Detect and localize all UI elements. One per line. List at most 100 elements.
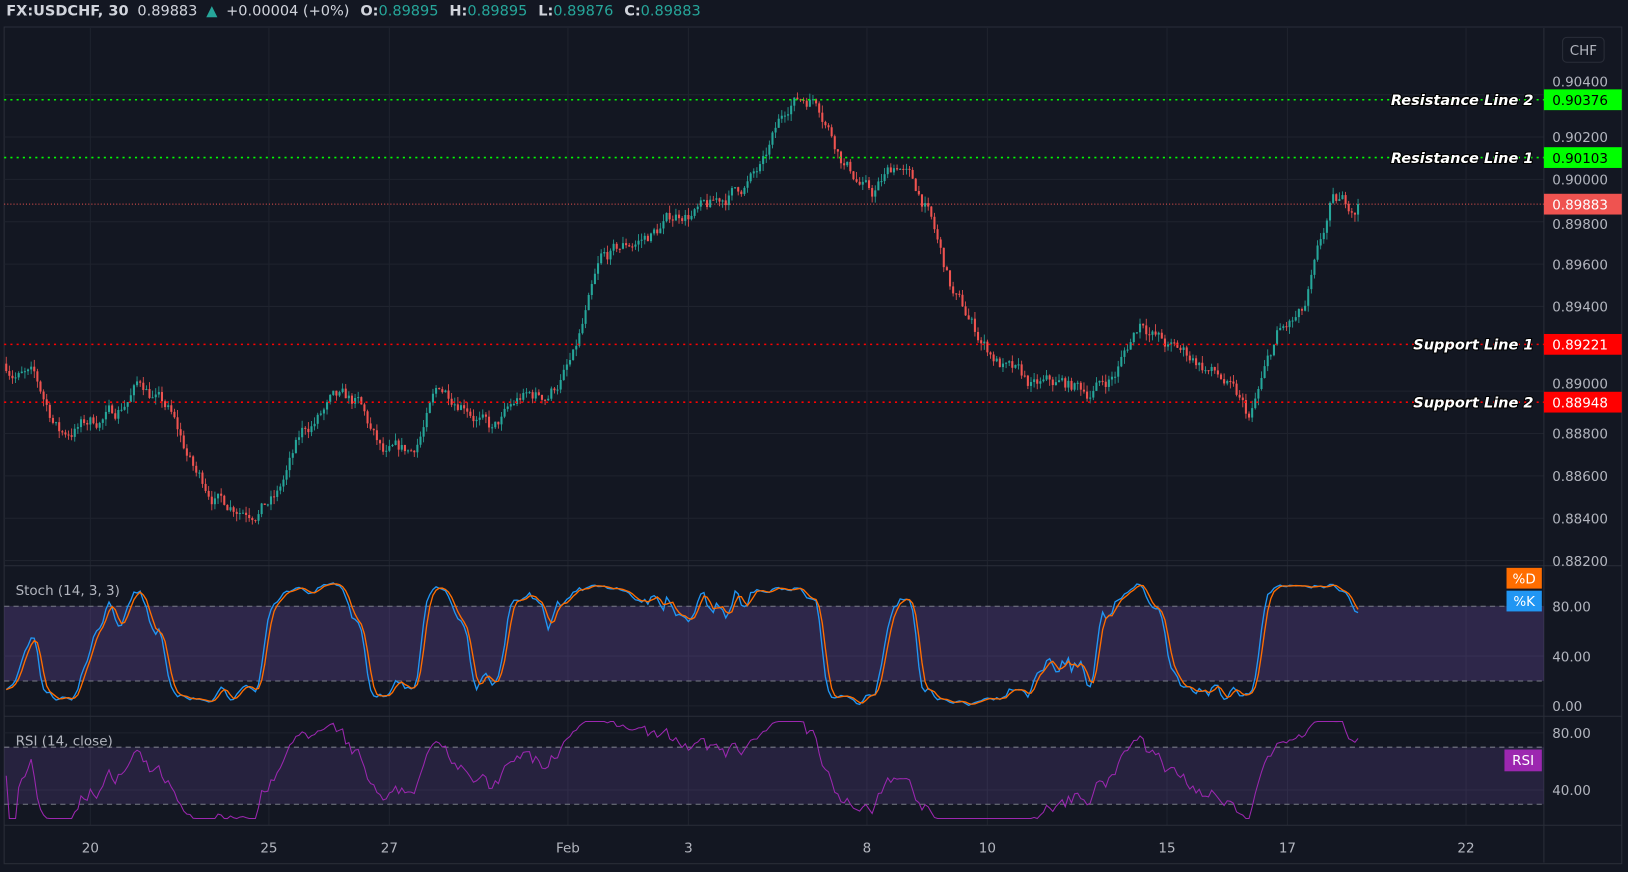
candle-body (33, 366, 36, 372)
candle-body (1232, 381, 1235, 384)
candle-body (332, 390, 335, 395)
candle-body (497, 421, 500, 425)
candle-body (790, 105, 793, 115)
candle-body (241, 512, 244, 514)
candle-body (407, 450, 410, 452)
candle-body (671, 219, 674, 221)
candle-body (833, 136, 836, 150)
candle-body (1307, 289, 1310, 306)
last-price-label: 0.89883 (1552, 197, 1608, 213)
candle-body (1185, 347, 1188, 356)
candle-body (958, 293, 961, 295)
candle-body (587, 295, 590, 311)
candle-body (674, 214, 677, 221)
candle-body (908, 168, 911, 170)
candle-body (273, 496, 276, 498)
candle-body (220, 493, 223, 496)
candle-body (1328, 202, 1332, 221)
stoch-d-legend-box (1506, 567, 1542, 589)
candle-body (980, 340, 983, 344)
candle-body (201, 472, 204, 484)
candle-body (1266, 355, 1269, 367)
candle-body (304, 427, 307, 429)
candle-body (892, 168, 895, 173)
candle-body (1260, 377, 1263, 390)
candle-body (649, 233, 653, 242)
candle-body (917, 190, 920, 195)
support-line-name: Support Line 1 (1413, 338, 1533, 354)
price-tick-label: 0.89000 (1552, 377, 1608, 393)
candle-body (755, 171, 758, 173)
time-tick-label: 20 (82, 840, 99, 856)
candle-body (995, 358, 998, 362)
candle-body (294, 439, 297, 454)
candle-body (1335, 194, 1338, 201)
candle-body (1357, 204, 1360, 215)
candle-body (562, 369, 565, 380)
candle-body (930, 206, 933, 217)
candle-body (718, 198, 721, 202)
candle-body (1070, 380, 1073, 390)
candle-body (316, 414, 319, 424)
candle-body (1207, 370, 1210, 372)
candle-body (1029, 382, 1033, 386)
candle-body (777, 118, 780, 128)
candle-body (363, 404, 366, 412)
candle-body (615, 243, 618, 249)
candle-body (1023, 375, 1026, 377)
candle-body (58, 422, 61, 432)
candle-body (843, 163, 846, 166)
candle-body (603, 252, 606, 254)
candle-body (537, 392, 540, 395)
candle-body (1216, 370, 1219, 375)
candle-body (1120, 356, 1123, 367)
candle-body (877, 181, 880, 191)
resistance-price-label: 0.90103 (1552, 151, 1608, 167)
candle-body (83, 419, 86, 423)
candle-body (1045, 375, 1048, 380)
candle-body (992, 354, 995, 362)
currency-button[interactable]: CHF (1562, 36, 1605, 63)
candle-body (469, 411, 472, 416)
candle-body (702, 200, 705, 202)
candle-body (528, 392, 531, 394)
time-tick-label: 3 (684, 840, 693, 856)
candle-body (544, 399, 547, 401)
candle-body (821, 112, 824, 122)
candle-body (936, 229, 939, 240)
candle-body (170, 405, 173, 412)
candle-body (1310, 274, 1313, 290)
candle-body (232, 507, 235, 512)
candle-body (861, 181, 864, 185)
candle-body (618, 248, 621, 250)
candle-body (403, 445, 406, 452)
candle-body (961, 294, 964, 307)
candle-body (646, 235, 649, 242)
candle-body (360, 397, 363, 405)
candle-body (880, 181, 883, 183)
candle-body (20, 371, 23, 374)
candle-body (435, 387, 438, 394)
stoch-k-legend-box (1506, 590, 1542, 612)
candle-body (1325, 220, 1328, 233)
open-value: 0.89895 (378, 4, 438, 20)
candle-body (1142, 323, 1145, 326)
candle-body (846, 161, 849, 166)
candle-body (998, 358, 1001, 368)
candle-body (659, 228, 662, 234)
candle-body (1191, 358, 1195, 361)
candle-body (818, 103, 821, 113)
candle-body (310, 426, 313, 433)
candle-body (288, 457, 291, 471)
price-change: +0.00004 (+0%) (226, 4, 349, 20)
candle-body (1079, 382, 1082, 390)
candle-body (1026, 375, 1029, 386)
candle-body (350, 395, 354, 404)
support-line-name: Support Line 2 (1413, 395, 1533, 411)
candle-body (195, 465, 198, 473)
candle-body (422, 427, 425, 437)
horizontal-lines[interactable]: 0.89883 Resistance Line 2 0.90376 Resistanc… (4, 89, 1622, 413)
candle-body (1350, 211, 1353, 213)
candle-body (120, 409, 123, 411)
